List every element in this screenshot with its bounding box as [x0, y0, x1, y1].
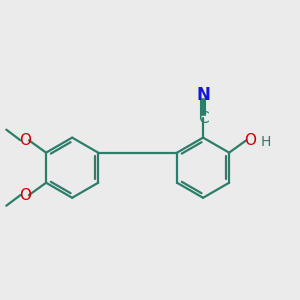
Text: N: N — [196, 86, 210, 104]
Text: O: O — [19, 188, 31, 202]
Text: O: O — [19, 133, 31, 148]
Text: C: C — [198, 111, 208, 126]
Text: O: O — [244, 133, 256, 148]
Text: H: H — [260, 135, 271, 149]
